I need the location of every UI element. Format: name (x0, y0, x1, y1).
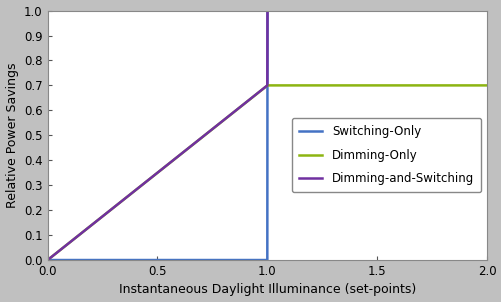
Dimming-and-Switching (483, 9, 489, 12)
Switching-Only (264, 9, 270, 12)
Dimming-Only (372, 84, 378, 87)
Legend: Switching-Only, Dimming-Only, Dimming-and-Switching: Switching-Only, Dimming-Only, Dimming-an… (291, 118, 480, 192)
Dimming-and-Switching (264, 9, 270, 12)
Dimming-and-Switching (405, 9, 411, 12)
Switching-Only (124, 258, 130, 262)
Switching-Only (372, 9, 378, 12)
Switching-Only (483, 9, 489, 12)
Dimming-Only (330, 84, 336, 87)
Dimming-and-Switching (308, 9, 314, 12)
Switching-Only (330, 9, 336, 12)
Dimming-Only (124, 195, 130, 198)
Line: Switching-Only: Switching-Only (48, 11, 486, 260)
Dimming-and-Switching (330, 9, 336, 12)
Line: Dimming-Only: Dimming-Only (48, 85, 486, 260)
Dimming-and-Switching (124, 195, 130, 198)
Switching-Only (45, 258, 51, 262)
Dimming-Only (45, 258, 51, 262)
Dimming-Only (212, 125, 218, 128)
Dimming-and-Switching (372, 9, 378, 12)
X-axis label: Instantaneous Daylight Illuminance (set-points): Instantaneous Daylight Illuminance (set-… (119, 284, 415, 297)
Dimming-Only (405, 84, 411, 87)
Dimming-Only (483, 84, 489, 87)
Dimming-and-Switching (212, 125, 218, 128)
Line: Dimming-and-Switching: Dimming-and-Switching (48, 11, 486, 260)
Switching-Only (405, 9, 411, 12)
Switching-Only (308, 9, 314, 12)
Y-axis label: Relative Power Savings: Relative Power Savings (6, 63, 19, 208)
Dimming-and-Switching (45, 258, 51, 262)
Switching-Only (212, 258, 218, 262)
Dimming-Only (264, 84, 270, 87)
Dimming-Only (308, 84, 314, 87)
